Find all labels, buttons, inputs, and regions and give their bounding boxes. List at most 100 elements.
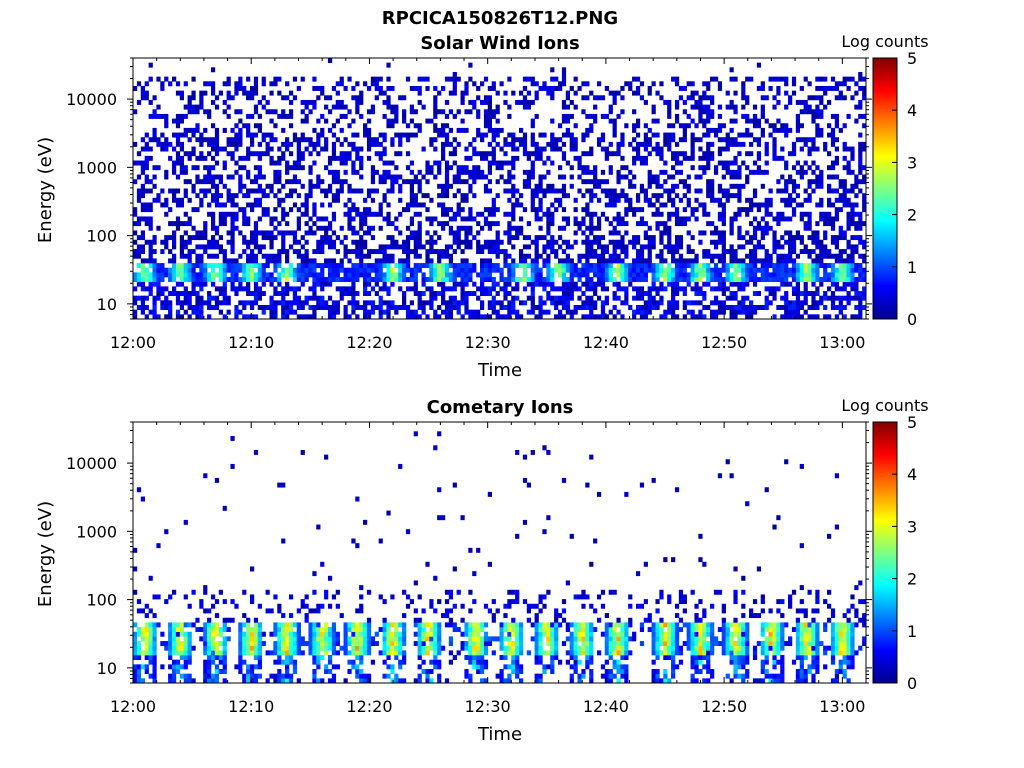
- heatmap-cell: [234, 277, 239, 283]
- heatmap-cell: [343, 113, 348, 119]
- heatmap-cell: [277, 160, 282, 166]
- heatmap-cell: [179, 314, 184, 320]
- heatmap-cell: [238, 76, 243, 82]
- heatmap-cell: [382, 160, 387, 166]
- heatmap-cell: [452, 174, 457, 180]
- heatmap-cell: [351, 207, 356, 213]
- heatmap-cell: [148, 309, 153, 315]
- heatmap-cell: [772, 277, 777, 283]
- heatmap-cell: [175, 272, 181, 278]
- heatmap-cell: [312, 281, 317, 287]
- heatmap-cell: [187, 655, 192, 660]
- heatmap-cell: [565, 300, 570, 306]
- heatmap-cell: [308, 305, 313, 310]
- heatmap-cell: [363, 207, 368, 213]
- heatmap-cell: [238, 137, 243, 143]
- heatmap-cell: [550, 249, 555, 255]
- heatmap-cell: [713, 263, 719, 269]
- heatmap-cell: [702, 267, 707, 273]
- heatmap-cell: [242, 267, 247, 273]
- heatmap-cell: [351, 309, 356, 315]
- heatmap-cell: [639, 305, 645, 310]
- heatmap-cell: [815, 179, 820, 185]
- heatmap-cell: [382, 146, 387, 152]
- heatmap-cell: [530, 286, 535, 292]
- heatmap-cell: [300, 151, 305, 157]
- heatmap-cell: [561, 239, 567, 245]
- heatmap-cell: [667, 305, 672, 310]
- heatmap-cell: [834, 81, 840, 87]
- heatmap-cell: [686, 113, 691, 119]
- heatmap-cell: [335, 300, 340, 306]
- heatmap-cell: [476, 230, 481, 236]
- heatmap-cell: [316, 239, 321, 245]
- heatmap-cell: [585, 81, 590, 87]
- heatmap-cell: [682, 314, 687, 320]
- heatmap-cell: [152, 314, 157, 320]
- heatmap-cell: [612, 277, 617, 283]
- heatmap-cell: [581, 216, 586, 222]
- heatmap-cell: [394, 109, 399, 115]
- heatmap-cell: [671, 258, 676, 264]
- heatmap-cell: [772, 76, 777, 82]
- heatmap-cell: [717, 151, 723, 157]
- heatmap-cell: [273, 137, 278, 143]
- heatmap-cell: [511, 216, 516, 222]
- heatmap-cell: [780, 314, 785, 320]
- heatmap-cell: [678, 267, 684, 273]
- heatmap-cell: [546, 225, 551, 231]
- heatmap-cell: [249, 179, 255, 185]
- heatmap-cell: [706, 281, 711, 287]
- heatmap-cell: [343, 244, 348, 250]
- heatmap-cell: [725, 141, 730, 147]
- heatmap-cell: [265, 151, 270, 157]
- heatmap-cell: [593, 286, 598, 292]
- heatmap-cell: [725, 104, 730, 110]
- heatmap-cell: [593, 300, 598, 306]
- heatmap-cell: [429, 300, 434, 306]
- heatmap-cell: [374, 188, 379, 194]
- heatmap-cell: [214, 263, 220, 269]
- colorbar-tick-label: 2: [907, 206, 917, 225]
- heatmap-cell: [632, 207, 637, 213]
- heatmap-cell: [698, 263, 703, 269]
- heatmap-cell: [253, 277, 259, 283]
- heatmap-cell: [491, 151, 496, 157]
- heatmap-cell: [327, 188, 333, 194]
- heatmap-cell: [635, 197, 641, 203]
- heatmap-cell: [320, 249, 325, 255]
- heatmap-cell: [366, 85, 372, 91]
- heatmap-cell: [203, 622, 208, 628]
- heatmap-cell: [854, 235, 859, 241]
- heatmap-cell: [694, 197, 699, 203]
- heatmap-cell: [386, 258, 391, 264]
- heatmap-cell: [854, 281, 859, 287]
- heatmap-cell: [171, 160, 177, 166]
- heatmap-cell: [246, 281, 251, 287]
- heatmap-cell: [187, 99, 192, 105]
- heatmap-cell: [706, 146, 711, 152]
- heatmap-cell: [448, 151, 454, 157]
- heatmap-cell: [674, 141, 680, 147]
- heatmap-cell: [487, 249, 492, 255]
- heatmap-cell: [717, 281, 723, 287]
- heatmap-cell: [600, 300, 606, 306]
- heatmap-cell: [616, 295, 621, 301]
- heatmap-cell: [269, 258, 274, 264]
- heatmap-cell: [421, 104, 426, 110]
- heatmap-cell: [561, 99, 567, 105]
- heatmap-cell: [600, 263, 606, 269]
- heatmap-cell: [784, 253, 789, 259]
- heatmap-cell: [199, 277, 204, 283]
- heatmap-cell: [827, 99, 832, 105]
- heatmap-cell: [725, 165, 730, 171]
- heatmap-cell: [386, 253, 391, 259]
- heatmap-cell: [667, 197, 672, 203]
- heatmap-cell: [464, 225, 469, 231]
- heatmap-cell: [760, 81, 765, 87]
- heatmap-cell: [491, 309, 496, 315]
- heatmap-cell: [191, 207, 196, 213]
- heatmap-cell: [612, 258, 617, 264]
- heatmap-cell: [312, 258, 317, 264]
- heatmap-cell: [721, 207, 726, 213]
